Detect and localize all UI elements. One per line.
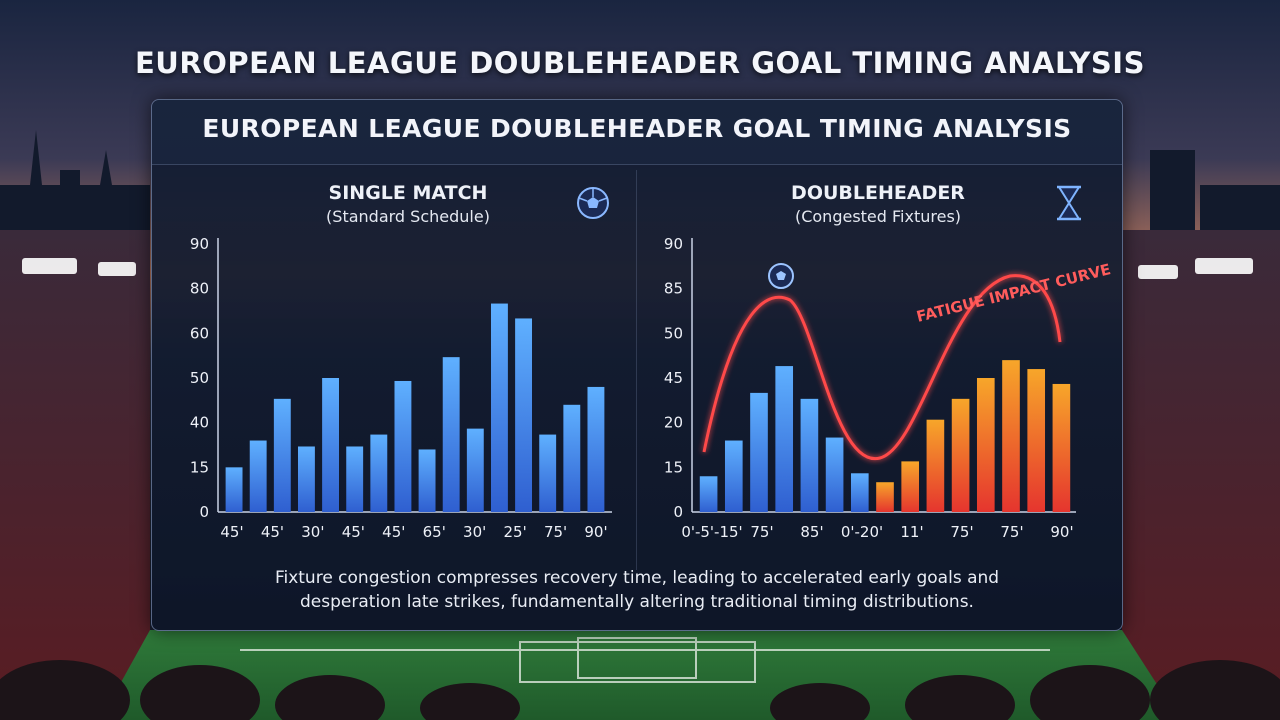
doubleheader-x-label: 85': [800, 523, 823, 541]
doubleheader-y-tick: 90: [664, 235, 683, 253]
single-match-y-tick: 90: [190, 235, 209, 253]
single-match-x-label: 45': [342, 523, 365, 541]
doubleheader-x-label: 75': [750, 523, 773, 541]
single-match-y-tick: 60: [190, 324, 209, 342]
doubleheader-y-tick: 50: [664, 324, 683, 342]
single-match-x-labels: 45' 45' 30' 45' 45' 65' 30' 25' 75' 90': [220, 523, 607, 541]
page-title: EUROPEAN LEAGUE DOUBLEHEADER GOAL TIMING…: [135, 46, 1145, 80]
single-match-x-label: 45': [382, 523, 405, 541]
doubleheader-y-tick: 45: [664, 369, 683, 387]
soccer-ball-icon: [577, 187, 609, 219]
panel-title: EUROPEAN LEAGUE DOUBLEHEADER GOAL TIMING…: [202, 114, 1072, 143]
single-match-bar: [346, 446, 364, 512]
single-match-x-label: 45': [261, 523, 284, 541]
doubleheader-bar: [1027, 369, 1046, 512]
single-match-x-label: 75': [544, 523, 567, 541]
doubleheader-bar: [699, 476, 718, 512]
chart-caption: Fixture congestion compresses recovery t…: [192, 566, 1082, 614]
doubleheader-y-tick: 85: [664, 280, 683, 298]
doubleheader-bar: [951, 398, 970, 512]
single-match-bar: [273, 398, 291, 512]
doubleheader-x-label: 11': [900, 523, 923, 541]
doubleheader-bar: [775, 366, 794, 512]
single-match-title: SINGLE MATCH: [328, 182, 488, 204]
single-match-bar: [490, 303, 508, 512]
doubleheader-y-ticks: 90 85 50 45 20 15 0: [664, 235, 683, 521]
single-match-bar: [587, 386, 605, 512]
single-match-bar: [297, 446, 315, 512]
panel-header: EUROPEAN LEAGUE DOUBLEHEADER GOAL TIMING…: [152, 100, 1122, 165]
doubleheader-x-label: 75': [1000, 523, 1023, 541]
doubleheader-x-label: 75': [950, 523, 973, 541]
single-match-x-label: 30': [301, 523, 324, 541]
single-match-x-label: 30': [463, 523, 486, 541]
doubleheader-bar: [926, 419, 945, 512]
single-match-bar: [442, 357, 460, 512]
single-match-subtitle: (Standard Schedule): [326, 207, 490, 226]
doubleheader-x-label: 90': [1050, 523, 1073, 541]
single-match-bar: [322, 378, 340, 512]
single-match-x-label: 90': [584, 523, 607, 541]
caption-line-1: Fixture congestion compresses recovery t…: [274, 568, 1000, 588]
doubleheader-bar: [850, 473, 869, 512]
doubleheader-bar: [750, 392, 768, 512]
single-match-y-tick: 50: [190, 369, 209, 387]
chart-panel: EUROPEAN LEAGUE DOUBLEHEADER GOAL TIMING…: [151, 99, 1123, 631]
doubleheader-bar: [800, 398, 819, 512]
single-match-bar: [539, 434, 557, 512]
doubleheader-bar: [724, 440, 743, 512]
single-match-y-tick: 0: [199, 503, 209, 521]
single-match-bar: [418, 449, 436, 512]
doubleheader-bar: [901, 461, 920, 512]
doubleheader-bars: [699, 360, 1071, 512]
single-match-x-label: 25': [504, 523, 527, 541]
soccer-ball-icon: [768, 263, 794, 289]
single-match-bar: [394, 380, 412, 512]
doubleheader-bar: [976, 378, 995, 512]
doubleheader-subtitle: (Congested Fixtures): [794, 207, 962, 226]
single-match-bar: [249, 440, 267, 512]
doubleheader-y-tick: 15: [664, 458, 683, 476]
single-match-y-tick: 80: [190, 280, 209, 298]
single-match-x-label: 45': [220, 523, 243, 541]
single-match-bar: [515, 318, 533, 512]
single-match-bar: [225, 467, 243, 512]
single-match-x-label: 65': [423, 523, 446, 541]
doubleheader-y-tick: 0: [673, 503, 683, 521]
doubleheader-y-tick: 20: [664, 414, 683, 432]
doubleheader-x-labels: 0'-5'-15' 75' 85' 0'-20' 11' 75' 75' 90': [681, 523, 1073, 541]
hourglass-icon: [1057, 185, 1081, 221]
fatigue-impact-curve: [702, 274, 1062, 460]
doubleheader-x-label: 0'-20': [841, 523, 883, 541]
single-match-bar: [370, 434, 388, 512]
doubleheader-bar: [1052, 383, 1071, 512]
single-match-bar: [466, 428, 484, 512]
single-match-y-tick: 15: [190, 458, 209, 476]
doubleheader-title: DOUBLEHEADER: [791, 182, 965, 204]
doubleheader-bar: [1002, 360, 1020, 512]
single-match-bars: [225, 303, 605, 512]
caption-line-2: desperation late strikes, fundamentally …: [300, 592, 974, 612]
single-match-bar: [563, 404, 581, 512]
doubleheader-bar: [825, 437, 844, 512]
doubleheader-x-label: 0'-5'-15': [681, 523, 742, 541]
panel-divider: [636, 170, 637, 570]
fatigue-curve-label: FATIGUE IMPACT CURVE: [915, 260, 1113, 326]
doubleheader-bar: [876, 482, 894, 512]
single-match-y-ticks: 90 80 60 50 40 15 0: [190, 235, 209, 521]
single-match-y-tick: 40: [190, 414, 209, 432]
